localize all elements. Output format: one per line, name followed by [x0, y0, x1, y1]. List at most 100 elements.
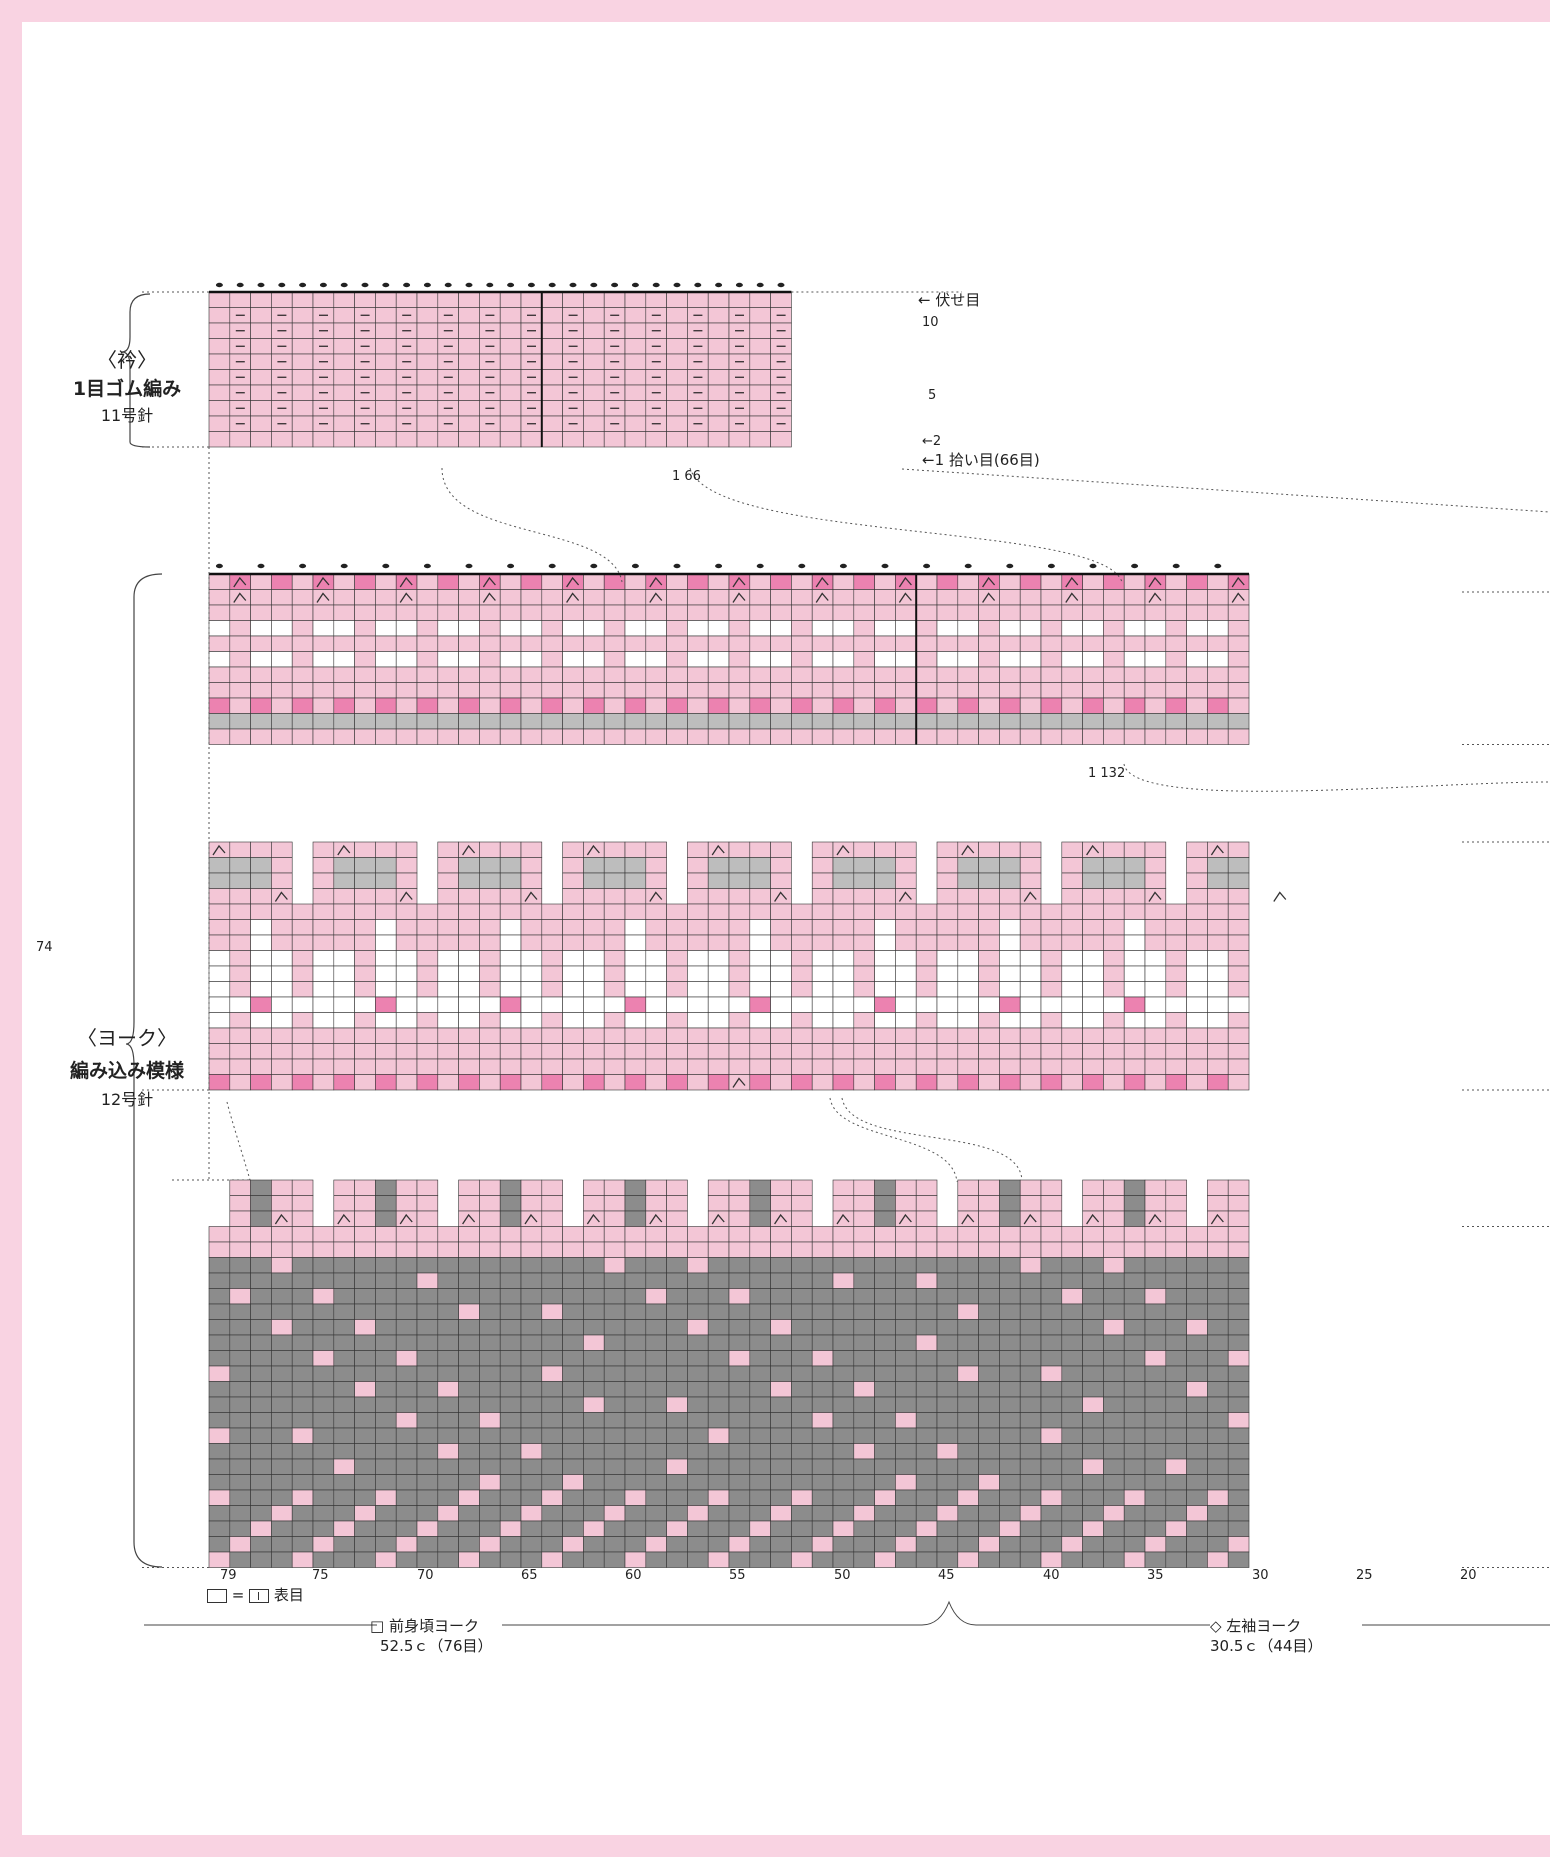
yoke-mid-cell [291, 1027, 314, 1044]
yoke-bottom-cell [874, 1350, 896, 1367]
yoke-bottom-cell [728, 1226, 751, 1243]
yoke-top-cell [915, 635, 938, 652]
yoke-mid-cell [291, 996, 314, 1013]
yoke-mid-cell [375, 857, 397, 874]
yoke-mid-cell [541, 950, 563, 967]
yoke-bottom-cell [1082, 1505, 1104, 1522]
yoke-top-cell [811, 682, 834, 699]
yoke-top-cell [770, 635, 792, 652]
yoke-mid-cell [978, 950, 1000, 967]
yoke-bottom-cell [915, 1412, 938, 1429]
yoke-bottom-cell [479, 1427, 501, 1444]
yoke-bottom-cell [936, 1241, 959, 1258]
decrease-symbol [815, 576, 829, 588]
yoke-bottom-cell [895, 1381, 917, 1398]
collar-cell [583, 307, 605, 324]
yoke-bottom-cell [832, 1272, 855, 1289]
yoke-mid-cell [291, 919, 314, 936]
yoke-bottom-cell [541, 1396, 563, 1413]
yoke-bottom-cell [375, 1489, 397, 1506]
yoke-mid-cell [1165, 1074, 1187, 1091]
yoke-mid-cell [333, 1058, 355, 1075]
yoke-bottom-cell [1123, 1489, 1146, 1506]
yoke-top-cell [541, 728, 563, 745]
yoke-top-cell [666, 651, 688, 668]
yoke-top-cell [895, 666, 917, 683]
yoke-mid-cell [458, 965, 480, 982]
yoke-bottom-cell [1165, 1489, 1187, 1506]
yoke-bottom-cell [1123, 1427, 1146, 1444]
yoke-bottom-cell [250, 1226, 272, 1243]
yoke-top-cell [895, 682, 917, 699]
yoke-top-cell [832, 620, 855, 637]
yoke-mid-cell [583, 950, 605, 967]
yoke-mid-cell [811, 981, 834, 998]
yoke-top-cell [645, 666, 667, 683]
collar-cell [749, 415, 771, 432]
yoke-bottom-cell [395, 1350, 418, 1367]
yoke-bottom-cell [957, 1443, 979, 1460]
yoke-bottom-cell [874, 1520, 896, 1537]
yoke-bottom-cell [395, 1412, 418, 1429]
yoke-top-cell [562, 697, 584, 714]
yoke-top-cell [603, 666, 626, 683]
decrease-symbol [732, 592, 746, 603]
yoke-bottom-cell [1144, 1412, 1167, 1429]
yoke-mid-cell [666, 903, 688, 920]
yoke-mid-cell [874, 888, 896, 905]
yoke-bottom-cell [770, 1474, 792, 1491]
yoke-bottom-cell [1207, 1443, 1229, 1460]
collar-cell [333, 307, 355, 324]
yoke-bottom-cell [624, 1210, 647, 1227]
yoke-bottom-cell [312, 1303, 335, 1320]
yoke-bottom-cell [687, 1365, 709, 1382]
decrease-symbol [274, 1213, 288, 1225]
bindoff-symbol [319, 282, 327, 288]
yoke-mid-cell [645, 981, 667, 998]
yoke-mid-cell [1061, 1058, 1083, 1075]
yoke-top-cell [874, 620, 896, 637]
yoke-top-cell [541, 666, 563, 683]
collar-cell [749, 431, 771, 448]
yoke-bottom-cell [687, 1551, 709, 1568]
yoke-bottom-cell [333, 1241, 355, 1258]
yoke-bottom-cell [999, 1474, 1021, 1491]
yoke-bottom-cell [458, 1226, 480, 1243]
yoke-top-cell [707, 589, 730, 606]
yoke-mid-cell [437, 919, 459, 936]
yoke-bottom-cell [1207, 1195, 1229, 1212]
yoke-bottom-cell [583, 1179, 605, 1196]
yoke-mid-cell [437, 950, 459, 967]
yoke-top-cell [895, 697, 917, 714]
yoke-bottom-cell [1019, 1350, 1042, 1367]
yoke-bottom-cell [499, 1319, 522, 1336]
yoke-bottom-cell [895, 1195, 917, 1212]
yoke-bottom-cell [520, 1520, 543, 1537]
yoke-bottom-cell [1019, 1303, 1042, 1320]
yoke-top-cell [749, 682, 771, 699]
collar-cell [603, 291, 626, 308]
yoke-top-cell [832, 682, 855, 699]
yoke-bottom-cell [1144, 1195, 1167, 1212]
yoke-mid-cell [208, 934, 231, 951]
yoke-top-cell [603, 682, 626, 699]
yoke-bottom-cell [354, 1427, 376, 1444]
yoke-mid-cell [499, 1058, 522, 1075]
yoke-mid-cell [811, 1058, 834, 1075]
yoke-bottom-cell [416, 1365, 439, 1382]
collar-cell [458, 307, 480, 324]
yoke-bottom-cell [811, 1551, 834, 1568]
yoke-bottom-cell [957, 1520, 979, 1537]
decrease-symbol [233, 592, 247, 603]
yoke-top-cell [354, 620, 376, 637]
yoke-top-cell [707, 604, 730, 621]
yoke-mid-cell [312, 1043, 335, 1060]
yoke-top-cell [728, 604, 751, 621]
yoke-bottom-cell [437, 1288, 459, 1305]
yoke-top-cell [832, 651, 855, 668]
yoke-mid-cell [1227, 872, 1250, 889]
yoke-bottom-cell [770, 1381, 792, 1398]
yoke-bottom-cell [1123, 1520, 1146, 1537]
yoke-top-cell [687, 604, 709, 621]
yoke-mid-cell [1186, 857, 1208, 874]
